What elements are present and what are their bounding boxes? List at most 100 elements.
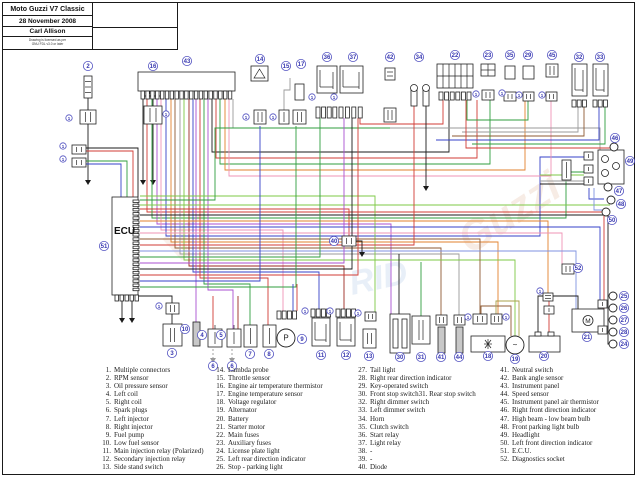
wire [462,100,579,133]
wire [140,250,577,309]
wire [86,150,134,197]
component-number-badge [207,360,218,371]
component-number-badge [538,91,546,99]
pin-strip [276,310,282,320]
component-number: 26 [621,306,628,312]
pin-strip [203,90,208,100]
component-number: 1 [539,289,542,294]
wire [140,195,376,313]
component-number: 1 [505,315,508,320]
component-number: 21 [584,335,591,341]
drawing-border [2,2,635,475]
component-number-badge [354,309,362,317]
wire [140,232,563,264]
ecu-pin [132,283,140,287]
wire [140,118,321,258]
component-number: 6 [211,364,215,370]
pin-strip [340,308,346,318]
title-block: Moto Guzzi V7 Classic 28 November 2008 C… [2,2,178,50]
ground-arrow-icon [150,180,156,185]
legend-item: 25. Left rear direction indicator [216,455,306,464]
component-number-badge [582,331,593,342]
legend-item: 47. High beam - low beam bulb [500,414,591,423]
pin-strip [223,90,228,100]
legend-item: 28. Right rear direction indicator [358,374,452,383]
bulb-symbol [603,182,613,192]
component-number-badge [509,353,520,364]
pin-strip [345,308,351,318]
connector-symbol [71,144,87,155]
component-number-badge [162,110,170,118]
horn-pin-top [410,84,418,92]
relay-symbol [336,317,356,347]
bulb-symbol [608,327,618,337]
pin-strip [114,294,119,302]
pin-strip [455,91,461,101]
legend-item: 41. Neutral switch [500,366,554,374]
component-number: 51 [101,244,108,250]
ecu-pin [132,258,140,262]
symbol-detail [253,68,266,79]
wire [174,99,442,315]
component-number-badge [502,313,510,321]
component-number: 49 [627,159,634,165]
component-number: 25 [621,294,628,300]
legend-item: 2. RPM sensor [105,374,149,383]
component-number-badge [539,350,550,361]
wire [140,106,415,246]
legend-item: 3. Oil pressure sensor [105,382,168,391]
symbol-box [137,71,236,92]
component-number-badge [610,132,621,143]
connector-symbol [143,105,163,125]
legend-item: 43. Instrument panel [500,382,560,391]
wire [452,100,585,137]
component-number-badge [308,93,316,101]
legend-item: 33. Left dimmer switch [358,406,426,415]
component-number: 29 [525,53,532,59]
pin-strip [292,310,298,320]
component-number-badge [280,61,291,72]
legend-item: 26. Stop - parking light [216,463,283,472]
legend-item: 44. Speed sensor [500,390,549,399]
connector-symbol [253,109,267,125]
connector-symbol [503,91,517,102]
component-number: 24 [621,342,628,348]
ecu-pin [132,287,140,292]
ecu-pin [132,224,140,229]
connector-symbol [383,107,397,123]
component-number: 27 [621,318,628,324]
legend-item: 15. Throttle sensor [216,374,271,383]
pin-strip [310,308,316,318]
symbol-letter: M [585,318,590,325]
wire [146,99,605,309]
wire [140,118,359,276]
bulb-symbol [606,195,616,205]
pin-strip [150,90,155,100]
wire [232,99,601,150]
wire [356,240,363,252]
pin-strip [189,90,194,100]
component-number: 1 [475,92,478,97]
pin-strip [321,106,327,119]
legend-item: 27. Tail light [358,366,396,374]
legend-item: 46. Right front direction indicator [500,406,597,415]
component-number-badge [59,142,67,150]
component-number-badge [607,214,618,225]
pin-strip [145,90,150,100]
component-number: 41 [438,355,445,361]
relay-symbol [571,63,588,97]
pin-strip [466,91,472,101]
legend-item: 49. Headlight [500,430,540,439]
wire [140,126,297,288]
component-number: 1 [304,309,307,314]
pin-strip [460,91,466,101]
component-number: 7 [248,352,252,358]
switch-symbol [162,323,183,347]
pin-strip [315,308,321,318]
battery-terminal [547,331,555,337]
wire [140,226,601,303]
title-block-divider [93,27,177,28]
pin-strip [208,90,213,100]
component-number: 1 [357,311,360,316]
